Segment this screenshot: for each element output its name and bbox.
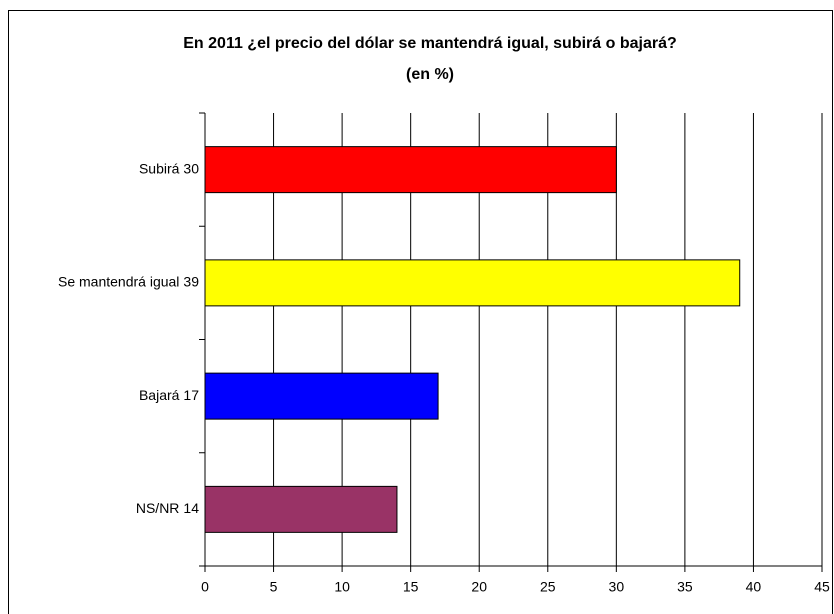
x-tick-label: 0 (201, 579, 209, 595)
x-tick-label: 40 (746, 579, 762, 595)
bar (204, 485, 398, 533)
x-tick-label: 30 (609, 579, 625, 595)
y-tick-label: Bajará (139, 387, 180, 403)
x-tick-label: 15 (403, 579, 419, 595)
x-tick-label: 45 (814, 579, 830, 595)
y-tick-label: NS/NR (136, 500, 180, 516)
x-tick-label: 20 (471, 579, 487, 595)
bar (204, 372, 439, 420)
value-label: 14 (183, 500, 199, 516)
x-tick-label: 5 (270, 579, 278, 595)
chart-title: En 2011 ¿el precio del dólar se mantendr… (183, 35, 677, 52)
chart-border (8, 10, 833, 614)
value-label: 30 (183, 160, 199, 176)
x-tick-label: 35 (677, 579, 693, 595)
chart-subtitle: (en %) (406, 66, 454, 83)
bar (204, 146, 617, 194)
x-tick-label: 25 (540, 579, 556, 595)
value-label: 39 (183, 274, 199, 290)
value-label: 17 (183, 387, 199, 403)
bar (204, 259, 741, 307)
y-tick-label: Subirá (139, 160, 180, 176)
y-tick-label: Se mantendrá igual (58, 274, 179, 290)
x-tick-label: 10 (334, 579, 350, 595)
